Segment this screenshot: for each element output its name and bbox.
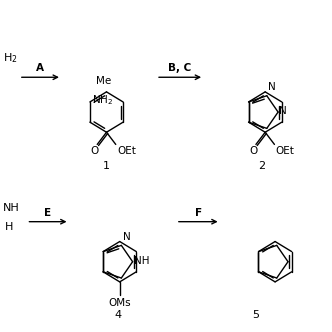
Text: O: O (249, 146, 257, 156)
Text: H$_2$: H$_2$ (3, 51, 18, 65)
Text: NH: NH (3, 203, 20, 213)
Text: 1: 1 (103, 161, 110, 171)
Text: 4: 4 (115, 310, 122, 320)
Text: E: E (44, 208, 51, 217)
Text: OEt: OEt (117, 146, 136, 156)
Text: OEt: OEt (276, 146, 294, 156)
Text: NH: NH (133, 256, 149, 266)
Text: OMs: OMs (109, 298, 131, 308)
Text: N: N (280, 106, 287, 116)
Text: A: A (37, 63, 44, 73)
Text: F: F (195, 208, 202, 217)
Text: NH$_2$: NH$_2$ (92, 93, 113, 107)
Text: 2: 2 (258, 161, 266, 171)
Text: 5: 5 (252, 310, 259, 320)
Text: O: O (90, 146, 99, 156)
Text: B, C: B, C (168, 63, 192, 73)
Text: N: N (268, 82, 276, 92)
Text: Me: Me (96, 76, 111, 86)
Text: H: H (5, 222, 13, 232)
Text: N: N (123, 232, 130, 242)
